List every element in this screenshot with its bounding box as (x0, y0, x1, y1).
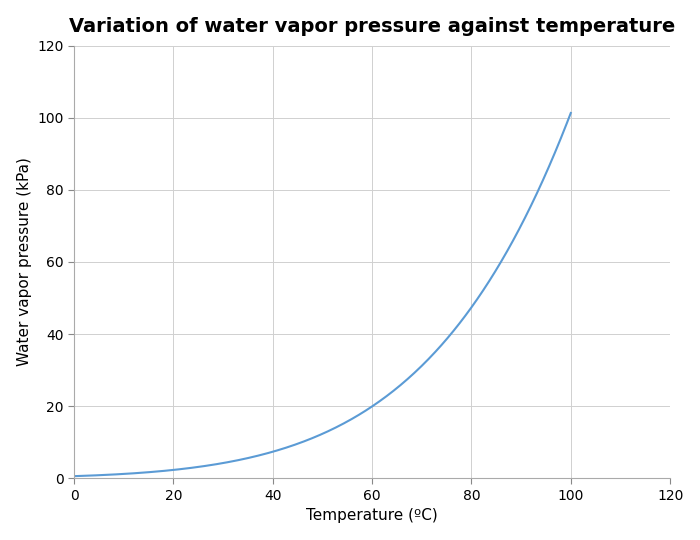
Y-axis label: Water vapor pressure (kPa): Water vapor pressure (kPa) (17, 158, 32, 367)
X-axis label: Temperature (ºC): Temperature (ºC) (306, 508, 438, 523)
Title: Variation of water vapor pressure against temperature: Variation of water vapor pressure agains… (69, 17, 676, 36)
